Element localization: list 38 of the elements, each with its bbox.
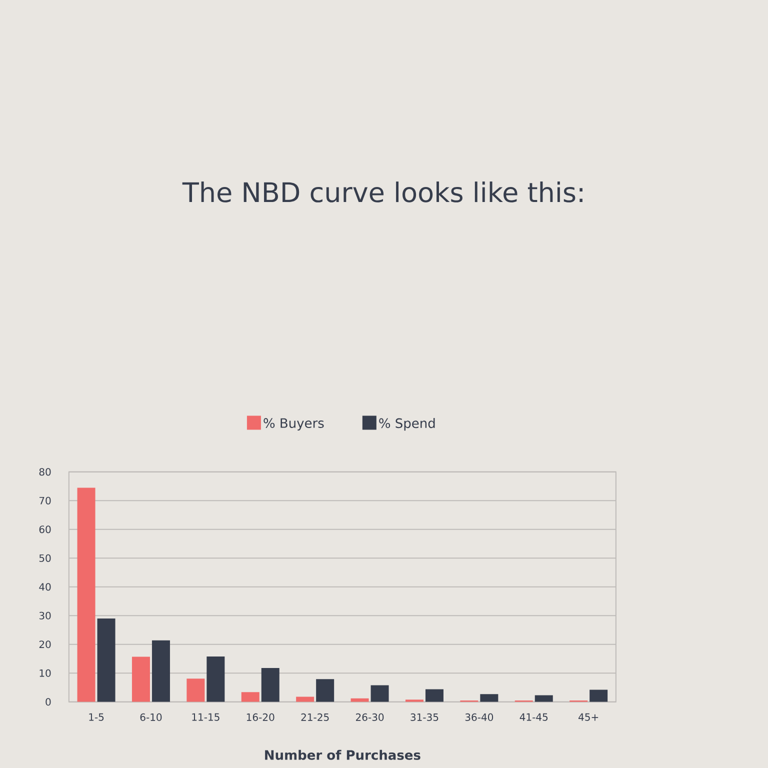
bar: [370, 685, 389, 702]
bar: [425, 689, 444, 702]
x-tick-label: 45+: [578, 713, 598, 721]
bar: [241, 692, 260, 702]
y-tick-label: 50: [39, 554, 51, 562]
bar: [590, 690, 608, 702]
x-tick-label: 11-15: [192, 713, 220, 721]
bar: [132, 656, 150, 702]
x-tick-label: 1-5: [89, 713, 104, 721]
y-tick-label: 20: [39, 640, 51, 648]
x-tick-label: 21-25: [301, 713, 329, 721]
bar: [97, 618, 116, 702]
y-tick-label: 0: [46, 698, 51, 706]
x-axis-title: Number of Purchases: [265, 750, 420, 760]
bar: [186, 678, 205, 702]
x-tick-label: 31-35: [410, 713, 438, 721]
y-tick-label: 70: [39, 496, 51, 504]
bar: [534, 695, 553, 702]
y-tick-label: 80: [39, 468, 51, 476]
bar: [206, 656, 225, 702]
x-tick-label: 41-45: [520, 713, 548, 721]
x-tick-label: 16-20: [246, 713, 274, 721]
x-tick-label: 6-10: [140, 713, 162, 721]
bar: [316, 679, 334, 702]
y-tick-label: 60: [39, 526, 51, 534]
y-tick-label: 30: [39, 612, 51, 620]
chart-title: The NBD curve looks like this:: [182, 182, 582, 202]
x-tick-label: 26-30: [356, 713, 384, 721]
bar: [296, 696, 314, 702]
bar: [152, 640, 170, 702]
legend-label: % Buyers: [264, 418, 324, 431]
y-tick-label: 40: [39, 583, 51, 591]
bar: [77, 488, 96, 702]
y-tick-label: 10: [40, 669, 51, 677]
legend-label: % Spend: [379, 418, 435, 431]
bar: [261, 668, 280, 702]
bar: [480, 694, 498, 702]
x-tick-label: 36-40: [465, 713, 494, 721]
